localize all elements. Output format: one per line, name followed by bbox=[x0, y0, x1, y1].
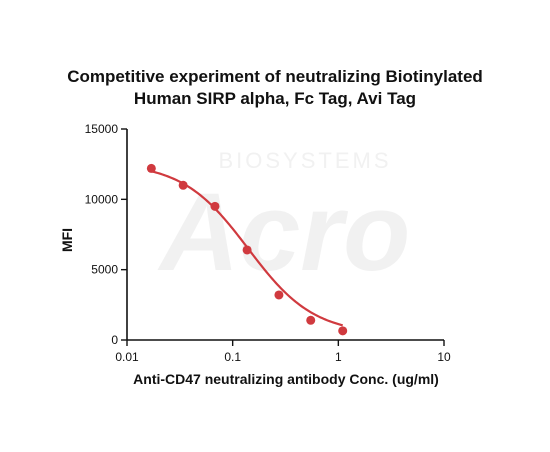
data-point bbox=[242, 245, 252, 255]
data-point bbox=[338, 326, 348, 336]
watermark-sub: BIOSYSTEMS bbox=[218, 148, 391, 173]
data-point bbox=[178, 180, 188, 190]
x-tick-label: 1 bbox=[335, 350, 342, 364]
data-point bbox=[210, 201, 220, 211]
watermark-brand: Acro bbox=[157, 171, 411, 294]
data-point bbox=[146, 163, 156, 173]
watermark: BIOSYSTEMS Acro bbox=[157, 148, 411, 294]
data-point bbox=[306, 315, 316, 325]
y-tick-label: 10000 bbox=[85, 192, 119, 206]
data-points bbox=[146, 163, 348, 336]
y-axis-label: MFI bbox=[59, 228, 75, 252]
x-tick-label: 0.1 bbox=[224, 350, 241, 364]
chart-title-line-2: Human SIRP alpha, Fc Tag, Avi Tag bbox=[134, 89, 416, 108]
chart-title-line-1: Competitive experiment of neutralizing B… bbox=[67, 67, 483, 86]
y-tick-label: 5000 bbox=[91, 263, 118, 277]
x-axis-label: Anti-CD47 neutralizing antibody Conc. (u… bbox=[133, 371, 439, 387]
y-tick-label: 15000 bbox=[85, 122, 119, 136]
x-ticks: 0.01 0.1 1 10 bbox=[115, 340, 451, 364]
x-tick-label: 10 bbox=[437, 350, 451, 364]
data-point bbox=[274, 290, 284, 300]
x-tick-label: 0.01 bbox=[115, 350, 139, 364]
y-tick-label: 0 bbox=[111, 333, 118, 347]
y-ticks: 0 5000 10000 15000 bbox=[85, 122, 127, 347]
